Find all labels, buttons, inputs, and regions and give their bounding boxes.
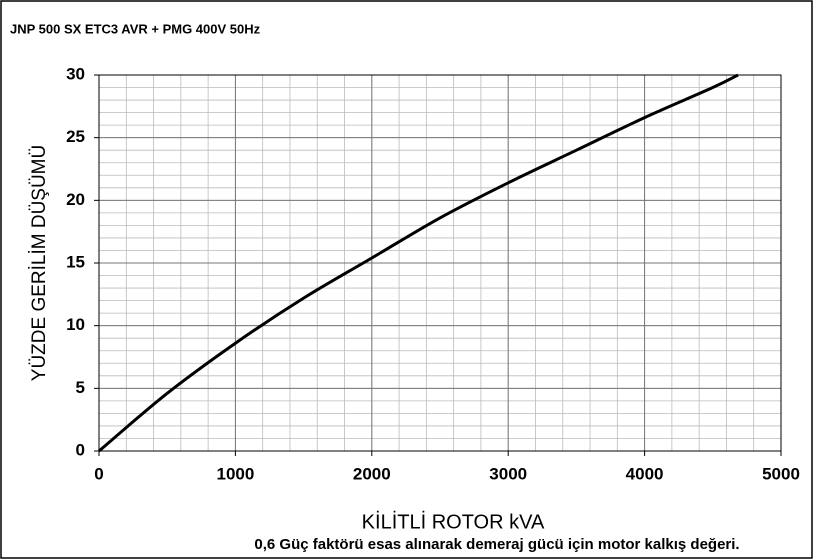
plot-border [98, 74, 782, 452]
curve [98, 73, 739, 453]
x-axis-label: KİLİTLİ ROTOR kVA [362, 510, 545, 533]
y-tick-label: 15 [66, 252, 85, 271]
note: 0,6 Güç faktörü esas alınarak demeraj gü… [254, 536, 739, 553]
y-tick-label: 10 [66, 315, 85, 334]
y-tick-label: 30 [66, 64, 85, 83]
x-tick-label: 4000 [626, 464, 664, 483]
y-tick-label: 0 [76, 440, 85, 459]
y-tick-label: 20 [66, 190, 85, 209]
x-tick-label: 5000 [762, 464, 800, 483]
chart-title: JNP 500 SX ETC3 AVR + PMG 400V 50Hz [10, 21, 261, 36]
x-tick-label: 3000 [489, 464, 527, 483]
y-axis-label: YÜZDE GERİLİM DÜŞÜMÜ [29, 145, 50, 381]
x-tick-label: 2000 [353, 464, 391, 483]
y-tick-label: 25 [66, 127, 85, 146]
y-tick-label: 5 [76, 378, 85, 397]
x-tick-label: 1000 [216, 464, 254, 483]
x-tick-label: 0 [94, 464, 103, 483]
